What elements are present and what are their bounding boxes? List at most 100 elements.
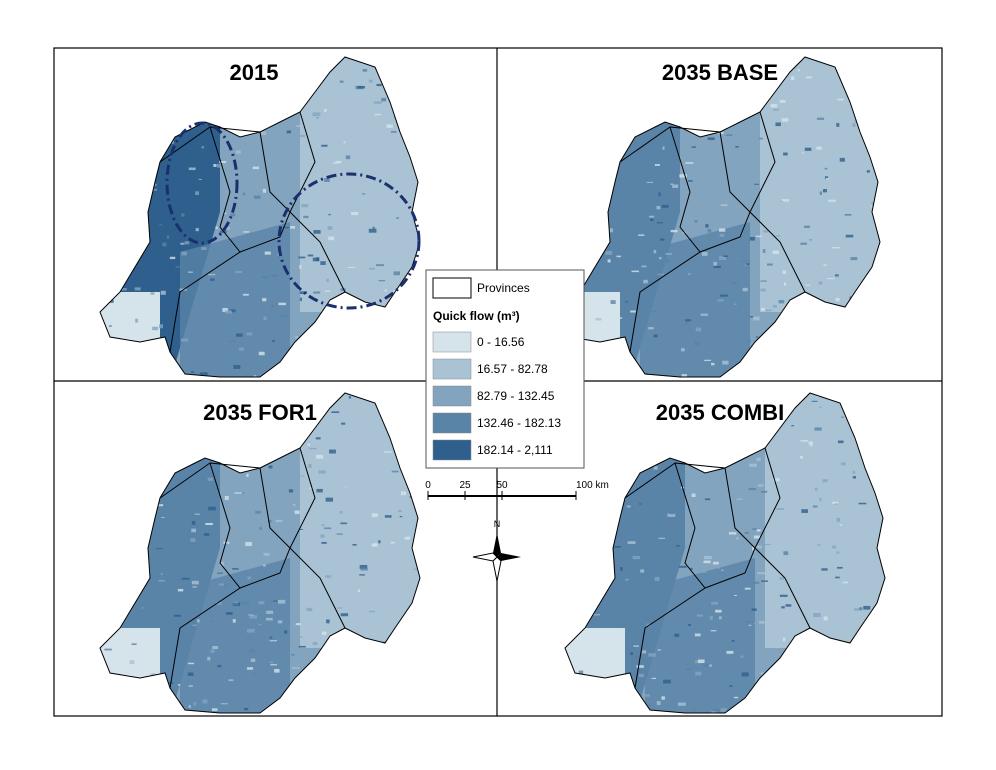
texture	[783, 282, 787, 286]
texture	[110, 108, 118, 112]
texture	[149, 678, 153, 682]
texture	[326, 308, 329, 311]
texture	[744, 532, 750, 534]
texture	[754, 183, 760, 185]
texture	[359, 52, 365, 54]
texture	[390, 256, 397, 260]
texture	[404, 404, 411, 406]
texture	[179, 645, 184, 648]
texture	[791, 76, 795, 81]
texture	[850, 257, 858, 261]
legend-swatch	[432, 412, 472, 434]
texture	[228, 679, 234, 682]
texture	[379, 139, 386, 143]
texture	[808, 83, 817, 87]
texture	[224, 458, 232, 461]
texture	[654, 80, 657, 84]
texture	[679, 120, 686, 123]
texture	[643, 279, 648, 284]
texture	[832, 545, 837, 549]
texture	[178, 684, 181, 686]
texture	[610, 343, 618, 346]
north-arrow: N	[472, 519, 521, 582]
texture	[258, 351, 265, 356]
texture	[131, 643, 137, 646]
texture	[331, 411, 340, 413]
texture	[704, 458, 708, 463]
texture	[272, 340, 275, 343]
texture	[873, 280, 880, 283]
texture	[585, 294, 592, 296]
texture	[222, 120, 226, 124]
texture	[763, 230, 769, 233]
texture	[368, 579, 374, 582]
texture	[277, 253, 280, 256]
texture	[265, 617, 273, 621]
texture	[107, 239, 115, 243]
texture	[853, 608, 862, 611]
texture	[404, 536, 411, 540]
texture	[192, 440, 201, 444]
texture	[694, 633, 701, 637]
texture	[188, 271, 193, 273]
texture	[378, 540, 381, 544]
texture	[393, 402, 398, 406]
texture	[801, 416, 810, 418]
texture	[760, 307, 766, 311]
texture	[262, 298, 267, 302]
texture	[191, 520, 196, 525]
texture	[717, 299, 724, 302]
texture	[760, 288, 766, 292]
texture	[810, 443, 813, 447]
texture	[841, 584, 846, 587]
texture	[379, 261, 385, 264]
texture	[302, 98, 308, 102]
texture	[215, 226, 218, 230]
texture	[719, 616, 722, 620]
texture	[658, 537, 666, 540]
texture	[219, 230, 227, 234]
texture	[614, 545, 621, 548]
texture	[309, 487, 314, 489]
texture	[770, 633, 776, 636]
texture	[218, 583, 225, 586]
scale-label: 50	[496, 480, 508, 491]
texture	[589, 341, 594, 345]
texture	[135, 637, 141, 642]
texture	[792, 671, 800, 674]
texture	[293, 503, 296, 507]
texture	[867, 338, 875, 342]
texture	[663, 679, 671, 684]
texture	[357, 589, 361, 593]
texture	[250, 658, 256, 662]
texture	[822, 189, 827, 193]
texture	[610, 300, 616, 304]
texture	[156, 548, 163, 550]
texture	[193, 702, 197, 706]
texture	[339, 80, 344, 83]
texture	[775, 122, 781, 127]
texture	[112, 196, 119, 200]
texture	[259, 527, 262, 530]
texture	[568, 564, 571, 566]
texture	[384, 289, 387, 292]
texture	[415, 690, 420, 693]
texture	[252, 166, 260, 170]
texture	[688, 99, 697, 103]
texture	[323, 325, 330, 327]
texture	[340, 522, 348, 525]
texture	[111, 127, 118, 131]
texture	[863, 605, 871, 610]
texture	[650, 218, 654, 222]
texture	[312, 257, 320, 262]
texture	[387, 660, 392, 663]
south-zone	[645, 558, 755, 713]
texture	[779, 594, 788, 597]
texture	[173, 614, 181, 617]
texture	[249, 615, 257, 619]
texture	[307, 254, 314, 257]
texture	[275, 519, 283, 523]
texture	[150, 188, 157, 191]
texture	[241, 601, 250, 605]
texture	[590, 374, 597, 377]
